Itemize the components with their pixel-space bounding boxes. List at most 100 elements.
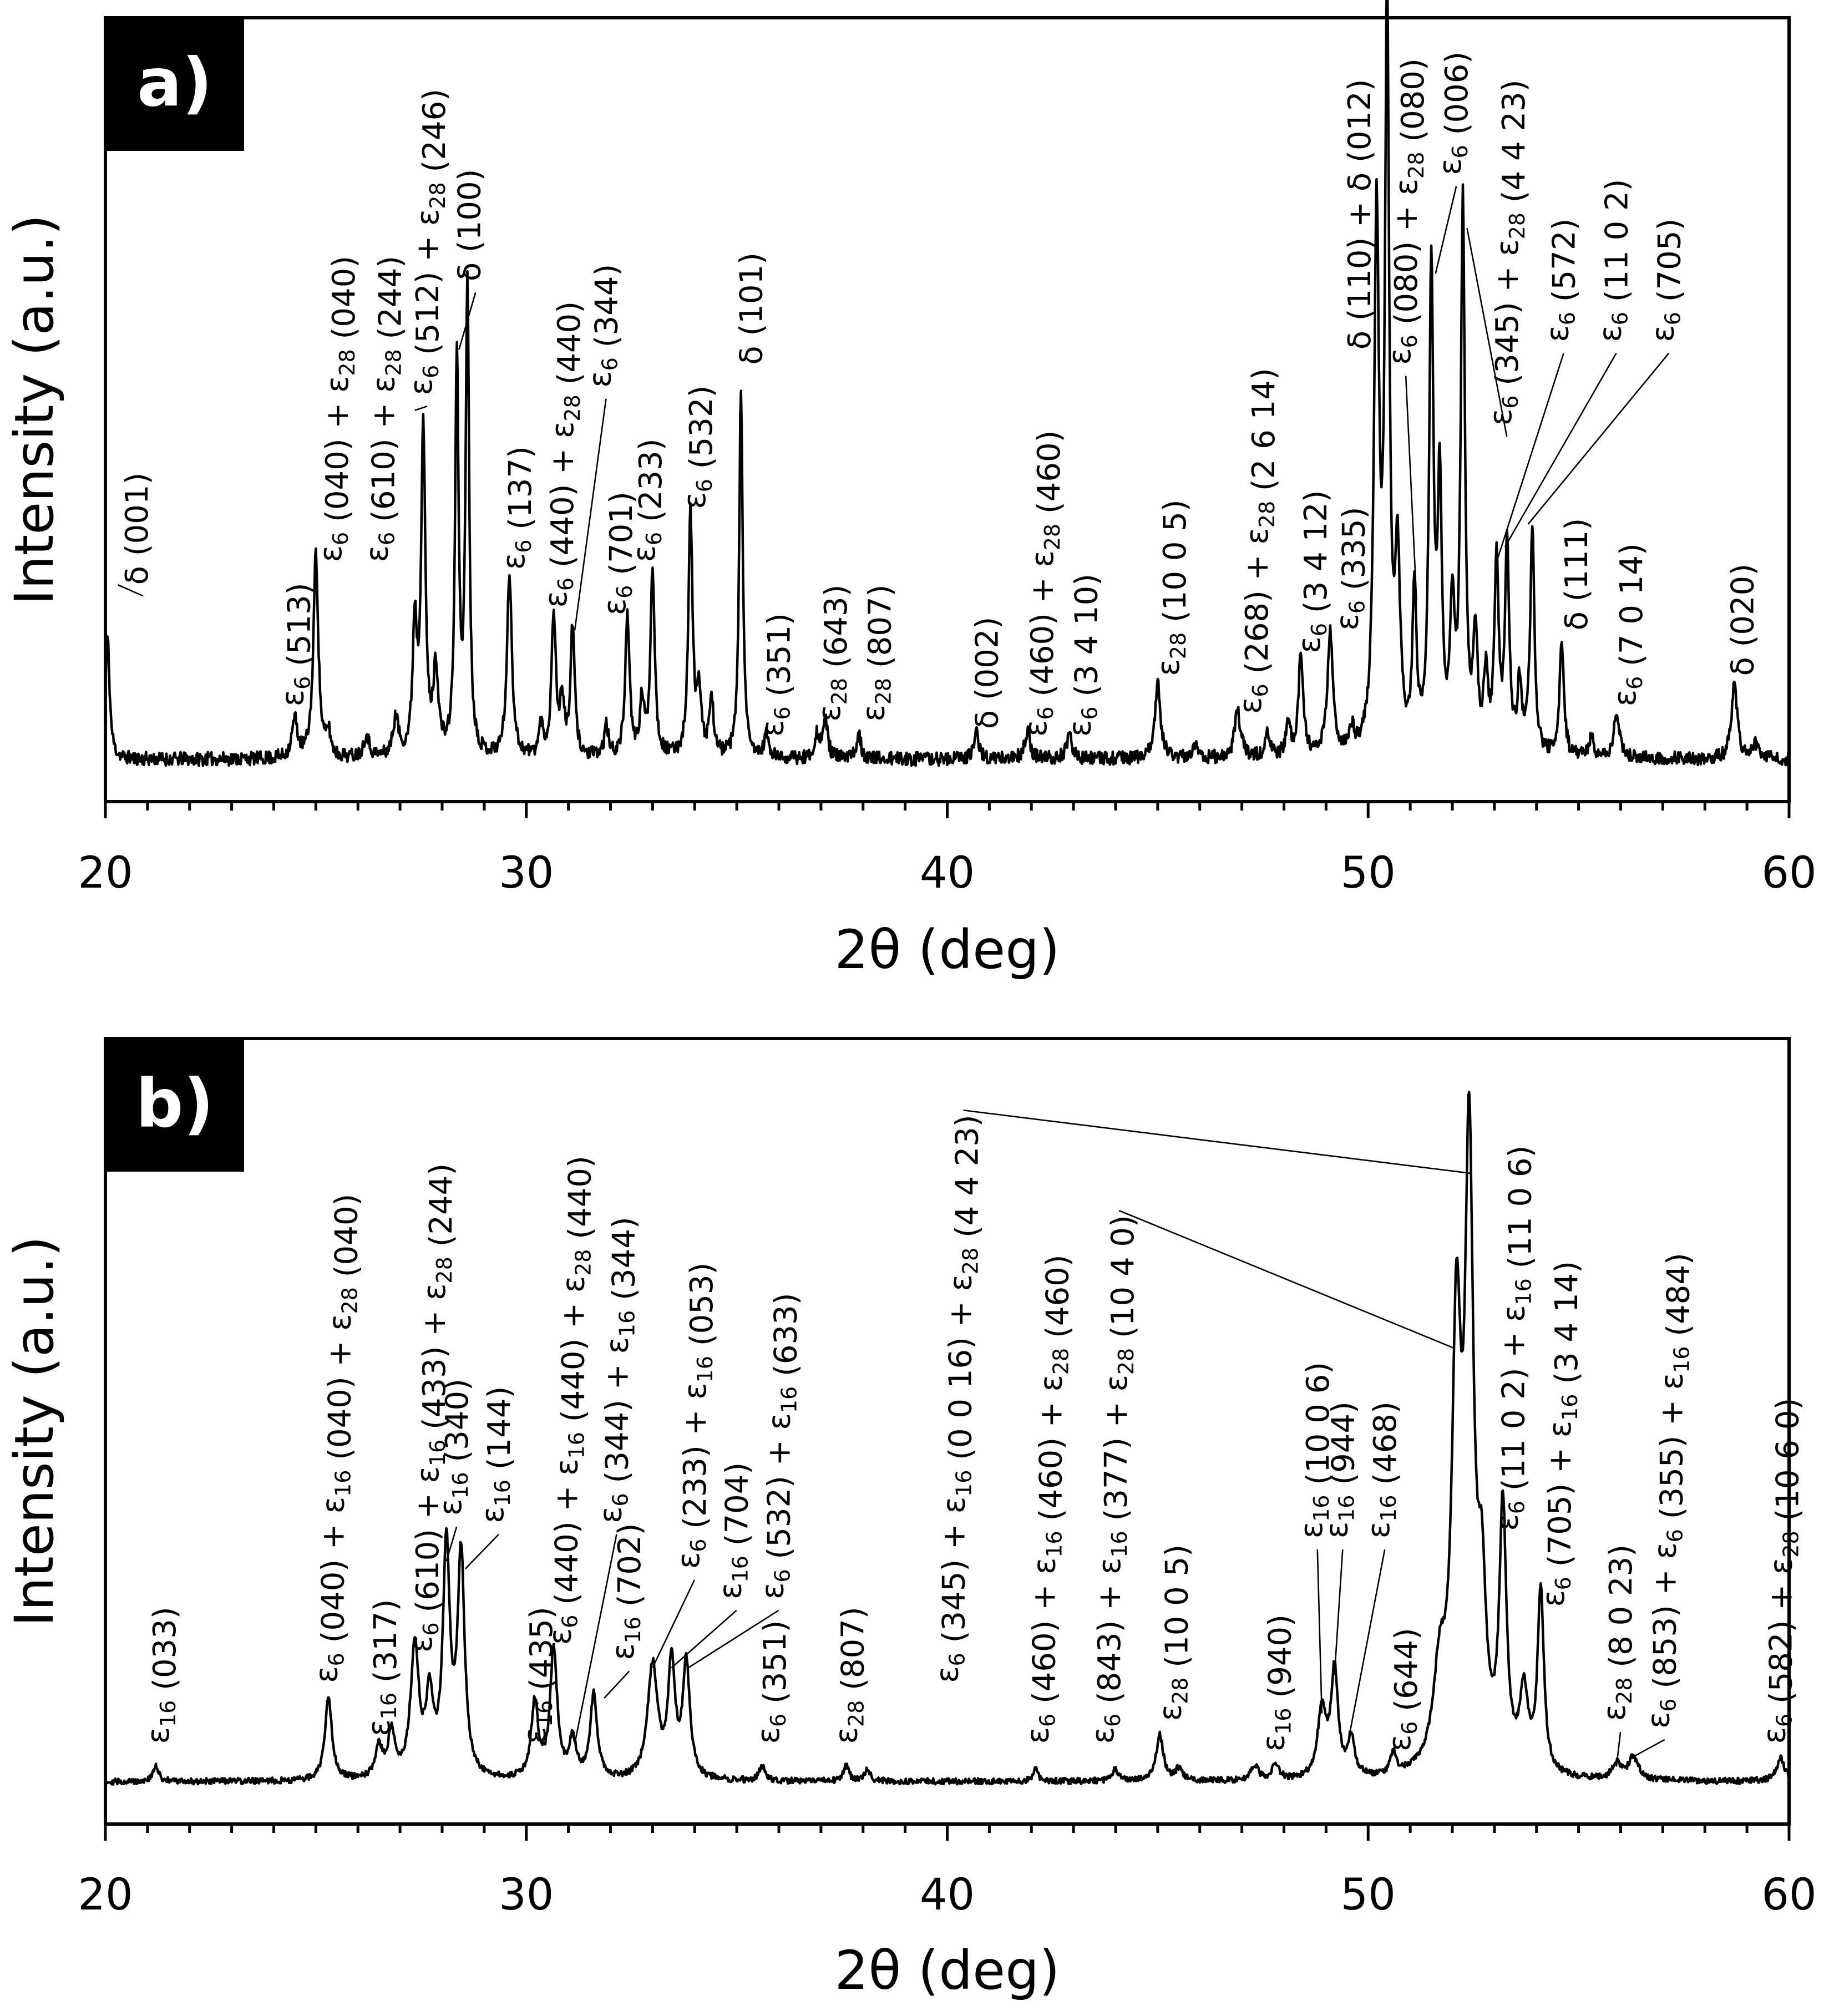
peak-annotation: ε6 (705) + ε16 (3 4 14) bbox=[1536, 1261, 1585, 1607]
annotation-leader-line bbox=[604, 1670, 630, 1699]
peak-annotation: δ (111) bbox=[1559, 518, 1595, 631]
peak-annotation: ε6 (345) + ε16 (0 0 16) + ε28 (4 4 23) bbox=[929, 1115, 985, 1683]
annotation-leader-line bbox=[445, 1526, 458, 1562]
x-axis-label: 2θ (deg) bbox=[834, 1939, 1060, 2002]
panel-label: b) bbox=[136, 1065, 214, 1142]
annotation-leader-line bbox=[1496, 353, 1564, 563]
peak-annotation: ε16 (10 0 6) bbox=[1294, 1362, 1336, 1538]
peak-annotation: δ (020) bbox=[1725, 564, 1761, 676]
peak-annotation: ε16 (468) bbox=[1361, 1401, 1404, 1538]
xrd-pattern-line bbox=[104, 0, 1791, 767]
peak-annotation: ε6 (351) bbox=[751, 1620, 793, 1744]
peak-annotation: ε6 (3 4 12) bbox=[1291, 490, 1334, 653]
x-tick-label: 50 bbox=[1341, 1870, 1396, 1920]
peak-annotation: ε6 (610) + ε16 (433) + ε28 (244) bbox=[403, 1163, 459, 1653]
peak-annotation: δ (001) bbox=[119, 473, 155, 585]
annotation-leader-line bbox=[1615, 1732, 1622, 1767]
annotation-leader-line bbox=[414, 406, 428, 411]
annotation-leader-line bbox=[118, 584, 144, 597]
x-axis-label: 2θ (deg) bbox=[834, 919, 1060, 981]
peak-annotation: ε6 (233) + ε16 (053) bbox=[671, 1263, 720, 1569]
annotation-leader-line bbox=[1334, 1549, 1344, 1676]
annotation-leader-line bbox=[1527, 352, 1670, 525]
peak-annotation: ε6 (080) + ε28 (080) bbox=[1382, 58, 1431, 364]
peak-annotation: ε6 (572) bbox=[1540, 219, 1583, 342]
peak-annotation: ε6 (532) + ε16 (633) bbox=[755, 1293, 804, 1599]
y-axis-label: Intensity (a.u.) bbox=[3, 215, 65, 605]
peak-annotation: ε16 (340) bbox=[433, 1379, 475, 1516]
peak-annotation: ε28 (807) bbox=[856, 585, 899, 722]
peak-annotation: ε6 (440) + ε28 (440) bbox=[538, 301, 587, 607]
annotation-leader-line bbox=[671, 1609, 737, 1669]
peak-annotation: ε16 (033) bbox=[140, 1607, 183, 1744]
peak-annotation: δ (101) bbox=[734, 252, 770, 365]
peak-annotation: ε16 (940) bbox=[1256, 1614, 1299, 1751]
peak-annotation: ε6 (3 4 10) bbox=[1062, 574, 1105, 737]
x-tick-label: 30 bbox=[499, 1870, 554, 1920]
annotation-leader-line bbox=[574, 398, 607, 631]
peak-annotation: ε6 (233) bbox=[626, 438, 669, 562]
peak-annotation: ε6 (006) bbox=[1432, 52, 1475, 175]
peak-annotation: ε6 (644) bbox=[1382, 1628, 1425, 1751]
x-tick-label: 40 bbox=[920, 1870, 975, 1920]
x-tick-label: 60 bbox=[1761, 848, 1816, 898]
annotation-leader-line bbox=[464, 1533, 499, 1569]
x-tick-label: 40 bbox=[920, 848, 975, 898]
peak-annotation: ε6 (345) + ε28 (4 4 23) bbox=[1483, 79, 1532, 426]
peak-annotation: ε28 (643) bbox=[812, 585, 854, 722]
annotation-leader-line bbox=[1405, 376, 1417, 600]
annotation-leader-line bbox=[1629, 1739, 1665, 1760]
peak-annotation: ε16 (435) bbox=[517, 1607, 560, 1744]
peak-annotation: ε16 (704) bbox=[713, 1462, 756, 1599]
peak-annotation: ε6 (268) + ε28 (2 6 14) bbox=[1233, 368, 1282, 714]
peak-annotation: ε6 (7 0 14) bbox=[1607, 543, 1650, 706]
panel-label: a) bbox=[137, 44, 212, 121]
peak-annotation: ε28 (8 0 23) bbox=[1597, 1544, 1639, 1721]
peak-annotation: ε6 (344) + ε16 (344) bbox=[592, 1217, 642, 1523]
panel-badge bbox=[105, 1039, 244, 1172]
annotation-leader-line bbox=[574, 1534, 617, 1744]
peak-annotation: ε6 (705) bbox=[1645, 219, 1688, 342]
peak-annotation: ε16 (144) bbox=[475, 1386, 518, 1523]
annotation-leader-line bbox=[1316, 1549, 1323, 1714]
peak-annotation: ε6 (335) bbox=[1329, 507, 1372, 631]
peak-annotation: ε6 (137) bbox=[496, 446, 539, 570]
peak-annotation: δ (110) + δ (012) bbox=[1342, 79, 1378, 349]
annotation-leader-line bbox=[1348, 1549, 1386, 1736]
peak-annotation: ε6 (512) + ε28 (246) bbox=[403, 89, 453, 395]
peak-annotation: ε28 (10 0 5) bbox=[1153, 1544, 1195, 1721]
x-tick-label: 50 bbox=[1341, 848, 1396, 898]
peak-annotation: ε6 (843) + ε16 (377) + ε28 (10 4 0) bbox=[1085, 1215, 1141, 1744]
peak-annotation: ε16 (702) bbox=[605, 1523, 648, 1660]
peak-annotation: ε6 (460) + ε28 (460) bbox=[1018, 430, 1067, 737]
peak-annotation: ε6 (460) + ε16 (460) + ε28 (460) bbox=[1020, 1254, 1076, 1744]
peak-annotation: ε16 (317) bbox=[361, 1599, 404, 1736]
peak-annotation: ε6 (040) + ε16 (040) + ε28 (040) bbox=[308, 1194, 364, 1683]
peak-annotation: ε6 (344) bbox=[582, 264, 625, 388]
peak-annotation: ε6 (701) bbox=[597, 492, 640, 615]
x-tick-label: 30 bbox=[499, 848, 554, 898]
peak-annotation: ε6 (513) bbox=[275, 582, 318, 706]
peak-annotation: ε6 (610) + ε28 (244) bbox=[359, 256, 408, 562]
x-tick-label: 20 bbox=[78, 848, 133, 898]
panel-badge bbox=[105, 18, 244, 151]
x-tick-label: 20 bbox=[78, 1870, 133, 1920]
peak-annotation: ε28 (10 0 5) bbox=[1151, 499, 1193, 676]
annotation-leader-line bbox=[1435, 186, 1457, 274]
peak-annotation: ε28 (807) bbox=[828, 1607, 871, 1744]
annotation-leader-line bbox=[1118, 1209, 1455, 1349]
peak-annotation: ε6 (532) bbox=[677, 386, 720, 509]
peak-annotation: ε16 (944) bbox=[1319, 1401, 1361, 1538]
peak-annotation: δ (002) bbox=[970, 617, 1006, 730]
peak-annotation: δ (100) bbox=[452, 169, 488, 281]
annotation-leader-line bbox=[652, 1579, 696, 1668]
peak-annotation: ε6 (440) + ε16 (440) + ε28 (440) bbox=[542, 1156, 598, 1645]
annotation-leader-line bbox=[963, 1109, 1472, 1174]
peak-annotation: ε6 (853) + ε6 (355) + ε16 (484) bbox=[1641, 1253, 1697, 1729]
xrd-pattern-line bbox=[105, 1091, 1791, 1786]
y-axis-label: Intensity (a.u.) bbox=[3, 1236, 65, 1627]
peak-annotation: ε6 (11 0 2) + ε16 (11 0 6) bbox=[1489, 1146, 1539, 1531]
annotation-leader-line bbox=[1466, 228, 1508, 437]
annotation-leader-line bbox=[1504, 352, 1617, 548]
